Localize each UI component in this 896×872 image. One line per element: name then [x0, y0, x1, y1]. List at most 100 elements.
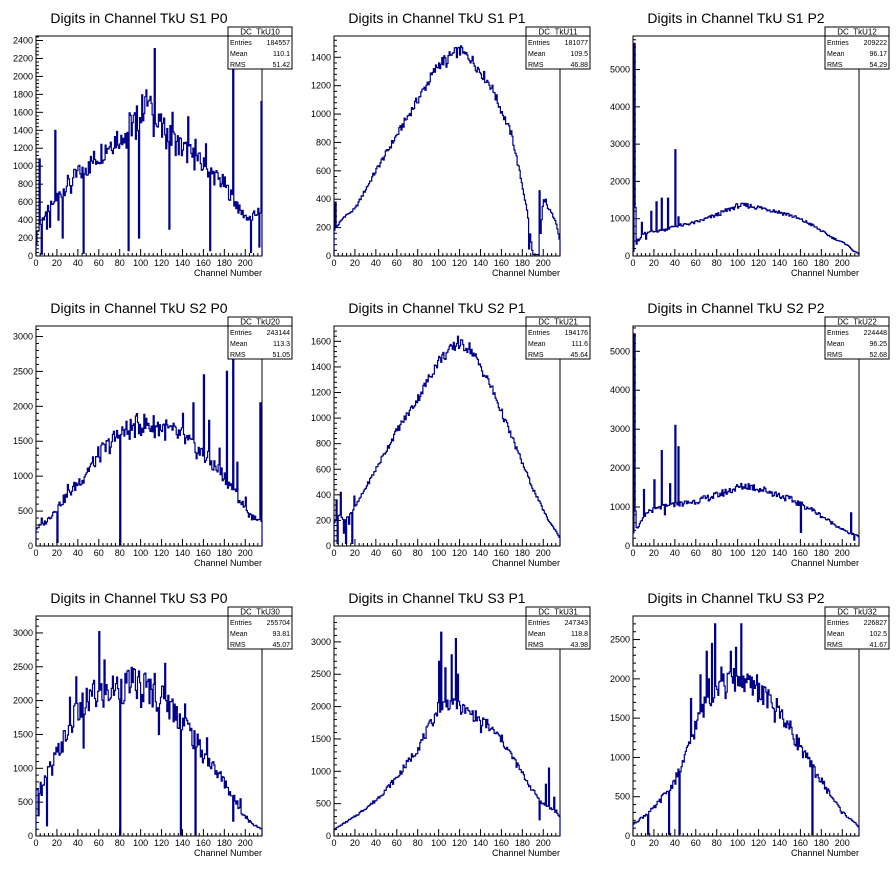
- x-tick-label: 0: [33, 548, 38, 558]
- y-tick-label: 800: [316, 137, 331, 147]
- y-tick-label: 0: [326, 831, 331, 841]
- y-tick-label: 2500: [13, 662, 33, 672]
- x-tick-label: 200: [238, 838, 253, 848]
- y-tick-label: 600: [316, 464, 331, 474]
- histogram-line: [632, 623, 860, 836]
- y-tick-label: 800: [316, 439, 331, 449]
- y-tick-label: 1000: [311, 766, 331, 776]
- x-tick-label: 40: [670, 838, 680, 848]
- x-tick-label: 120: [751, 838, 766, 848]
- x-tick-label: 0: [331, 838, 336, 848]
- x-tick-label: 200: [536, 838, 551, 848]
- y-tick-label: 3000: [13, 331, 33, 341]
- x-tick-label: 100: [431, 258, 446, 268]
- x-tick-label: 20: [350, 548, 360, 558]
- y-tick-label: 400: [316, 490, 331, 500]
- stats-box: [525, 606, 591, 650]
- stats-box: [227, 316, 293, 360]
- y-tick-label: 1400: [311, 362, 331, 372]
- x-tick-label: 200: [536, 548, 551, 558]
- x-tick-label: 80: [413, 258, 423, 268]
- x-tick-label: 40: [670, 548, 680, 558]
- y-tick-label: 600: [18, 197, 33, 207]
- y-tick-label: 2000: [610, 176, 630, 186]
- y-tick-label: 1800: [13, 89, 33, 99]
- x-tick-label: 80: [413, 548, 423, 558]
- stats-box: [824, 26, 890, 70]
- x-tick-label: 40: [371, 838, 381, 848]
- x-tick-label: 100: [730, 838, 745, 848]
- stats-label: Entries: [230, 330, 252, 337]
- stats-label: Entries: [827, 40, 849, 47]
- stats-value: 51.05: [272, 352, 290, 359]
- x-tick-label: 180: [515, 838, 530, 848]
- x-tick-label: 140: [473, 548, 488, 558]
- x-tick-label: 80: [413, 838, 423, 848]
- y-tick-label: 200: [316, 515, 331, 525]
- histogram-panel: Digits in Channel TkU S3 P0 0 20 40 60 80 100 1…: [13, 590, 293, 858]
- panel-title: Digits in Channel TkU S1 P0: [50, 10, 227, 26]
- x-tick-label: 180: [814, 548, 829, 558]
- x-tick-label: 20: [649, 838, 659, 848]
- stats-label: RMS: [230, 62, 246, 69]
- stats-label: Mean: [528, 341, 546, 348]
- y-tick-label: 0: [28, 541, 33, 551]
- x-tick-label: 160: [196, 258, 211, 268]
- panel-title: Digits in Channel TkU S2 P1: [348, 300, 525, 316]
- x-tick-label: 0: [630, 838, 635, 848]
- y-tick-label: 3000: [610, 139, 630, 149]
- y-tick-label: 2500: [13, 366, 33, 376]
- histogram-panel: Digits in Channel TkU S2 P2 0 20 40 60 80 100 1…: [610, 300, 890, 568]
- histogram-line: [333, 45, 561, 256]
- stats-value: 46.88: [570, 62, 588, 69]
- x-tick-label: 40: [371, 258, 381, 268]
- x-tick-label: 100: [133, 258, 148, 268]
- x-tick-label: 60: [691, 258, 701, 268]
- x-tick-label: 140: [473, 258, 488, 268]
- histogram-line: [35, 631, 263, 836]
- x-tick-label: 160: [494, 548, 509, 558]
- histogram-panel: Digits in Channel TkU S1 P0 0 20 40 60 80 100 1…: [13, 10, 293, 278]
- x-tick-label: 100: [431, 548, 446, 558]
- x-tick-label: 60: [392, 258, 402, 268]
- y-tick-label: 200: [18, 233, 33, 243]
- x-tick-label: 20: [649, 258, 659, 268]
- x-tick-label: 80: [712, 548, 722, 558]
- panel-title: Digits in Channel TkU S1 P2: [647, 10, 824, 26]
- stats-label: RMS: [528, 642, 544, 649]
- stats-value: 194176: [565, 330, 588, 337]
- x-tick-label: 20: [52, 548, 62, 558]
- histogram-line: [35, 47, 263, 256]
- stats-label: Entries: [528, 40, 550, 47]
- stats-value: 113.3: [273, 341, 290, 348]
- x-tick-label: 180: [217, 838, 232, 848]
- y-tick-label: 1000: [13, 161, 33, 171]
- histogram-line: [632, 333, 860, 546]
- x-axis-title: Channel Number: [194, 558, 262, 568]
- y-tick-label: 2400: [13, 35, 33, 45]
- stats-value: 96.17: [869, 51, 887, 58]
- x-tick-label: 0: [331, 258, 336, 268]
- x-tick-label: 20: [350, 258, 360, 268]
- stats-box: [227, 606, 293, 650]
- y-tick-label: 0: [28, 831, 33, 841]
- y-tick-label: 500: [18, 797, 33, 807]
- y-tick-label: 4000: [610, 102, 630, 112]
- histogram-panel: Digits in Channel TkU S1 P2 0 20 40 60 80 100 1…: [610, 10, 890, 278]
- stats-value: 243144: [267, 330, 290, 337]
- x-tick-label: 20: [52, 258, 62, 268]
- histogram-panel: Digits in Channel TkU S1 P1 0 20 40 60 80 100 1…: [311, 10, 591, 278]
- x-tick-label: 180: [814, 838, 829, 848]
- y-tick-label: 0: [326, 541, 331, 551]
- y-tick-label: 2000: [610, 463, 630, 473]
- x-axis-title: Channel Number: [492, 558, 560, 568]
- y-tick-label: 3000: [13, 628, 33, 638]
- x-tick-label: 160: [793, 838, 808, 848]
- y-tick-label: 2000: [610, 674, 630, 684]
- y-tick-label: 2000: [13, 401, 33, 411]
- x-tick-label: 200: [238, 258, 253, 268]
- x-tick-label: 100: [730, 258, 745, 268]
- stats-value: 111.6: [572, 341, 589, 348]
- stats-label: Entries: [528, 330, 550, 337]
